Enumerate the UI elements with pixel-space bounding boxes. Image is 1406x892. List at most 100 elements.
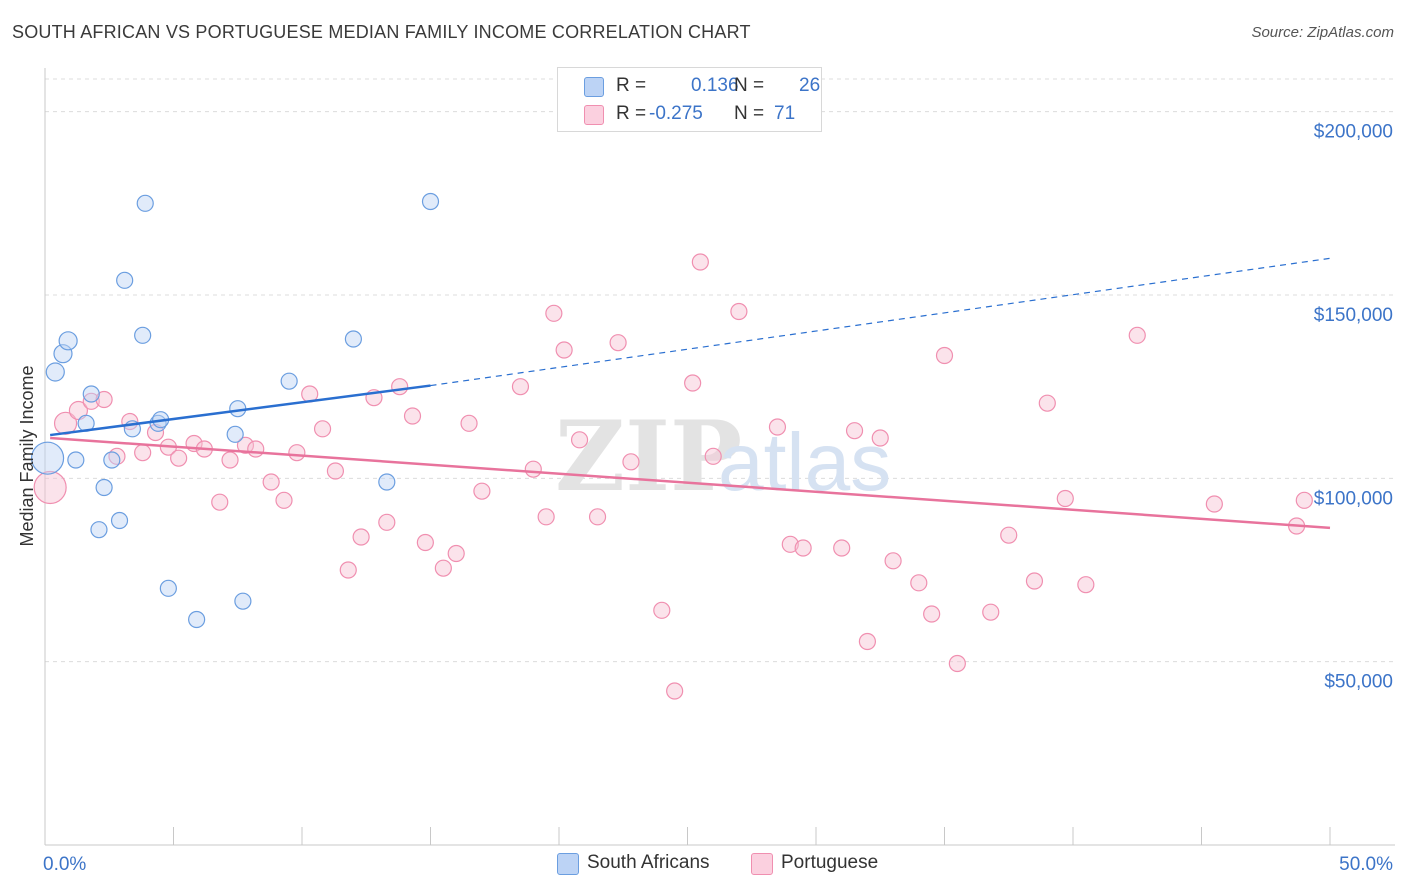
portuguese-point xyxy=(845,422,864,440)
south-africans-point xyxy=(90,521,108,539)
portuguese-point xyxy=(460,414,478,432)
south-africans-point xyxy=(67,451,85,469)
portuguese-point xyxy=(833,539,851,557)
south-africans-point xyxy=(30,441,65,475)
south-africans-trend-extension xyxy=(430,257,1331,387)
portuguese-point xyxy=(691,253,709,271)
portuguese-point xyxy=(134,444,152,462)
south-africans-point xyxy=(344,330,362,348)
legend-n-label: N = xyxy=(734,103,765,124)
portuguese-point xyxy=(910,574,928,592)
portuguese-point xyxy=(339,561,357,579)
portuguese-point xyxy=(95,390,113,409)
portuguese-point xyxy=(923,605,941,623)
south-africans-point xyxy=(159,579,177,597)
legend-n-value: 71 xyxy=(774,103,796,124)
south-africans-point xyxy=(188,610,206,629)
portuguese-point xyxy=(221,451,239,469)
portuguese-point xyxy=(211,493,229,511)
south-africans-trend-line xyxy=(49,384,431,437)
portuguese-point xyxy=(1295,491,1313,509)
south-africans-point xyxy=(116,271,134,289)
portuguese-point xyxy=(33,470,67,505)
portuguese-trend-line xyxy=(50,436,1331,530)
south-africans-point xyxy=(82,385,100,403)
portuguese-point xyxy=(416,533,434,552)
portuguese-point xyxy=(858,632,877,651)
legend-r-label: R = xyxy=(616,75,647,96)
portuguese-point xyxy=(511,378,530,396)
portuguese-point xyxy=(555,341,573,359)
portuguese-point xyxy=(570,431,589,449)
portuguese-point xyxy=(871,429,889,447)
portuguese-point xyxy=(653,601,671,619)
portuguese-point xyxy=(884,552,902,570)
south-africans-point xyxy=(280,372,298,390)
south-africans-point xyxy=(421,192,440,211)
portuguese-point xyxy=(288,444,306,462)
portuguese-point xyxy=(1038,394,1056,412)
portuguese-point xyxy=(609,334,627,352)
portuguese-point xyxy=(537,508,555,526)
portuguese-point xyxy=(704,447,722,465)
legend-n-value: 26 xyxy=(799,75,821,96)
south-africans-point xyxy=(53,344,73,364)
portuguese-point xyxy=(275,491,293,509)
portuguese-point xyxy=(170,449,188,467)
y-tick-label: $200,000 xyxy=(1314,122,1393,143)
south-africans-swatch xyxy=(584,77,604,97)
south-africans-point xyxy=(234,592,252,610)
portuguese-point xyxy=(82,392,100,410)
y-tick-label: $50,000 xyxy=(1324,672,1393,693)
portuguese-point xyxy=(794,539,812,557)
portuguese-point xyxy=(262,473,280,491)
x-tick-label-min: 0.0% xyxy=(43,854,86,875)
portuguese-point xyxy=(545,304,563,322)
south-africans-swatch xyxy=(557,853,579,875)
portuguese-point xyxy=(434,559,452,577)
portuguese-point xyxy=(1205,495,1223,513)
portuguese-point xyxy=(684,374,702,392)
portuguese-point xyxy=(391,378,409,396)
correlation-legend: R = 0.136 N = 26 R = -0.275 N = 71 xyxy=(557,67,822,132)
portuguese-point xyxy=(622,453,640,471)
portuguese-point xyxy=(53,411,78,435)
south-africans-point xyxy=(95,478,113,497)
south-africans-point xyxy=(134,326,152,344)
portuguese-swatch xyxy=(751,853,773,875)
south-africans-point xyxy=(226,425,244,443)
south-africans-point xyxy=(103,451,121,469)
portuguese-point xyxy=(935,346,954,365)
portuguese-point xyxy=(730,302,748,321)
portuguese-point xyxy=(247,440,265,458)
portuguese-point xyxy=(768,418,787,436)
y-axis-label: Median Family Income xyxy=(17,365,37,546)
portuguese-point xyxy=(68,400,89,421)
portuguese-point xyxy=(524,460,542,478)
x-tick-label-max: 50.0% xyxy=(1339,854,1393,875)
chart-title: SOUTH AFRICAN VS PORTUGUESE MEDIAN FAMIL… xyxy=(12,22,751,42)
y-tick-label: $150,000 xyxy=(1314,305,1393,326)
south-africans-point xyxy=(58,331,78,351)
portuguese-point xyxy=(326,462,345,480)
portuguese-point xyxy=(948,654,966,673)
portuguese-point xyxy=(313,420,332,438)
portuguese-point xyxy=(588,508,607,526)
legend-r-label: R = xyxy=(616,103,647,124)
south-africans-point xyxy=(110,511,129,530)
south-africans-point xyxy=(136,194,154,212)
source-label: Source: ZipAtlas.com xyxy=(1251,24,1394,41)
portuguese-point xyxy=(447,544,465,563)
legend-r-value: -0.275 xyxy=(649,103,703,124)
legend-r-value: 0.136 xyxy=(691,75,739,96)
portuguese-point xyxy=(1000,526,1018,544)
portuguese-point xyxy=(378,513,396,531)
portuguese-point xyxy=(1056,489,1074,508)
portuguese-point xyxy=(352,528,370,546)
portuguese-point xyxy=(1025,572,1044,590)
portuguese-swatch xyxy=(584,105,604,125)
portuguese-legend-label: Portuguese xyxy=(781,852,879,873)
south-africans-point xyxy=(378,473,396,491)
portuguese-point xyxy=(982,603,1000,621)
